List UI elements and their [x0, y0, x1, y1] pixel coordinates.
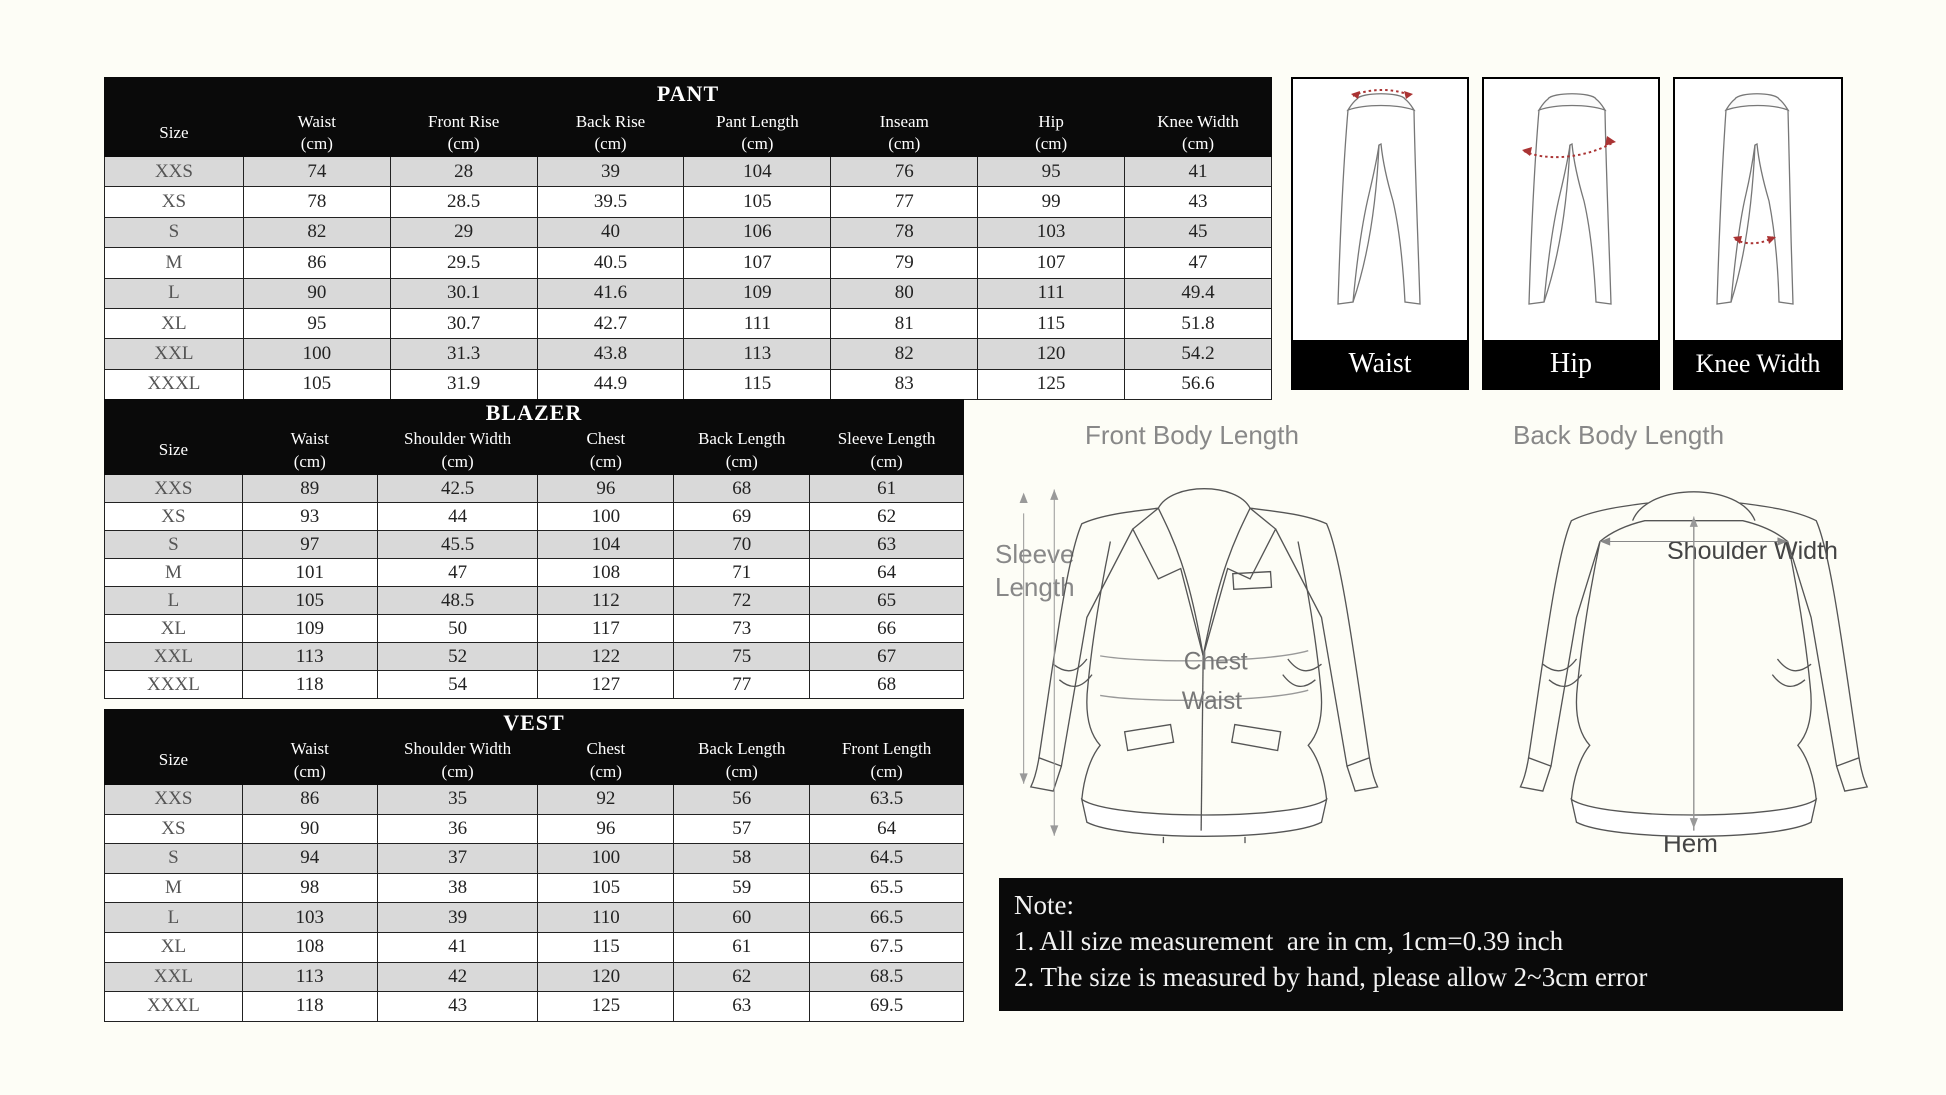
- svg-text:Chest: Chest: [1184, 648, 1248, 675]
- svg-text:Waist: Waist: [1182, 688, 1242, 715]
